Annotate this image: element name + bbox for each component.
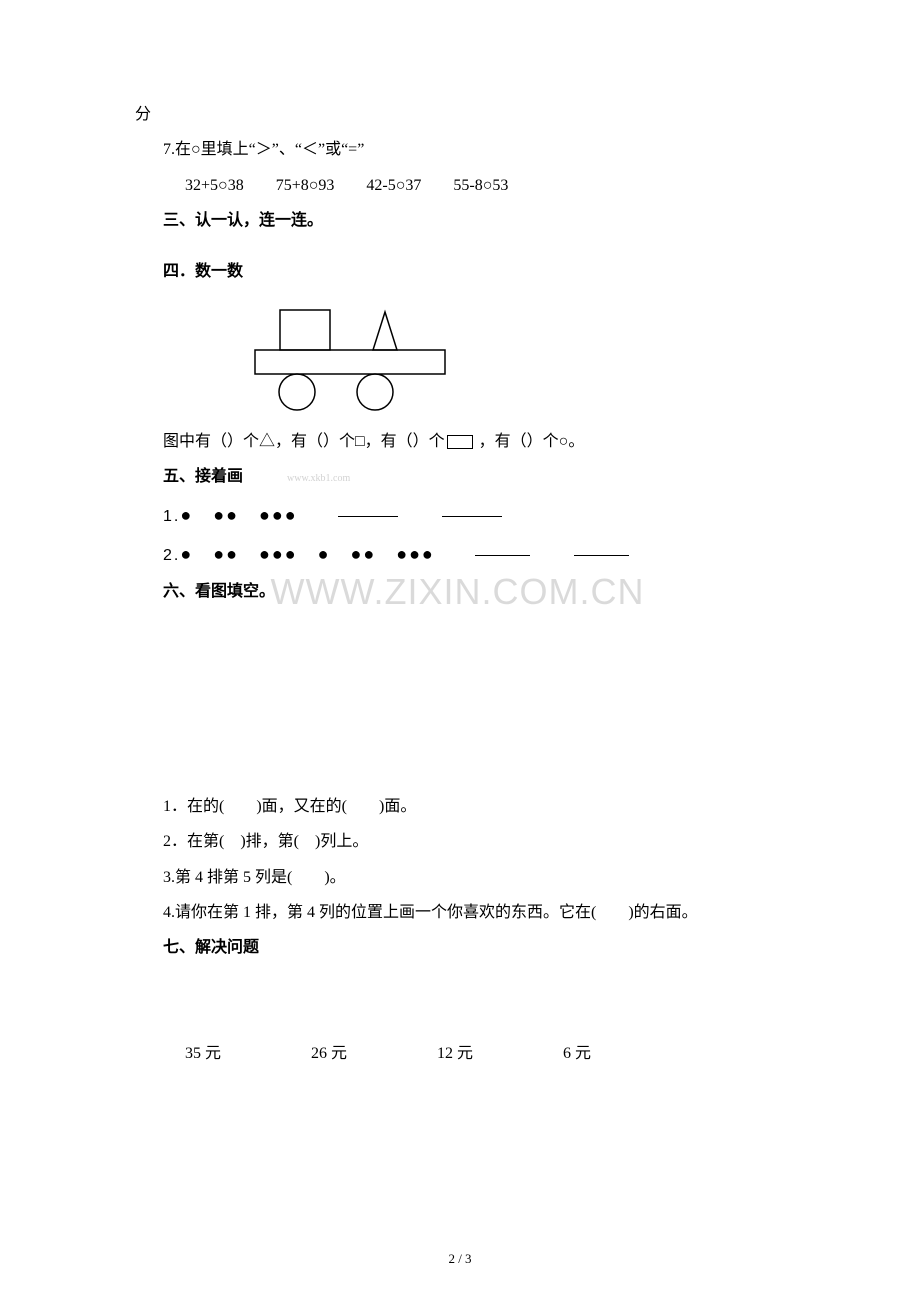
q7-title: 7.在○里填上“＞”、“＜”或“=” [135,135,780,165]
price-row: 35 元 26 元 12 元 6 元 [135,1039,780,1069]
s5-row2: 2.● ●● ●●● ● ●● ●●● [135,537,780,571]
s6-q3: 3.第 4 排第 5 列是( )。 [135,863,780,893]
section-7-title: 七、解决问题 [135,933,780,963]
page-content: 分 7.在○里填上“＞”、“＜”或“=” 32+5○38 75+8○93 42-… [135,100,780,1069]
inline-rect-icon [447,435,473,449]
s6-q1: 1．在的( )面，又在的( )面。 [135,792,780,822]
s5-row1: 1.● ●● ●●● [135,498,780,532]
s4-sentence-p1: 图中有（）个△，有（）个□，有（）个 [163,433,445,450]
cart-triangle [373,312,397,350]
section-4-title: 四．数一数 [135,257,780,287]
s6-q4: 4.请你在第 1 排，第 4 列的位置上画一个你喜欢的东西。它在( )的右面。 [135,898,780,928]
price-4: 6 元 [563,1039,591,1069]
s4-sentence: 图中有（）个△，有（）个□，有（）个 ，有（）个○。 [135,427,780,457]
s6-q2: 2．在第( )排，第( )列上。 [135,827,780,857]
top-char: 分 [135,100,780,130]
s5-row1-prefix: 1. [163,508,180,525]
cart-figure [235,302,465,412]
section-6-title: 六、看图填空。 [135,577,780,607]
cart-rect [255,350,445,374]
s4-sentence-p2: ，有（）个○。 [475,433,585,450]
price-1: 35 元 [185,1039,221,1069]
s5-row2-prefix: 2. [163,547,180,564]
cart-square [280,310,330,350]
price-2: 26 元 [311,1039,347,1069]
cart-wheel-left [279,374,315,410]
section-5-title: 五、接着画 [163,468,243,485]
q7-expr: 32+5○38 75+8○93 42-5○37 55-8○53 [135,171,780,201]
section-3-title: 三、认一认，连一连。 [135,206,780,236]
page-number: 2 / 3 [448,1247,471,1272]
url-hint: www.xkb1.com [287,473,350,484]
cart-wheel-right [357,374,393,410]
section-5-title-row: 五、接着画 www.xkb1.com [135,462,780,492]
price-3: 12 元 [437,1039,473,1069]
